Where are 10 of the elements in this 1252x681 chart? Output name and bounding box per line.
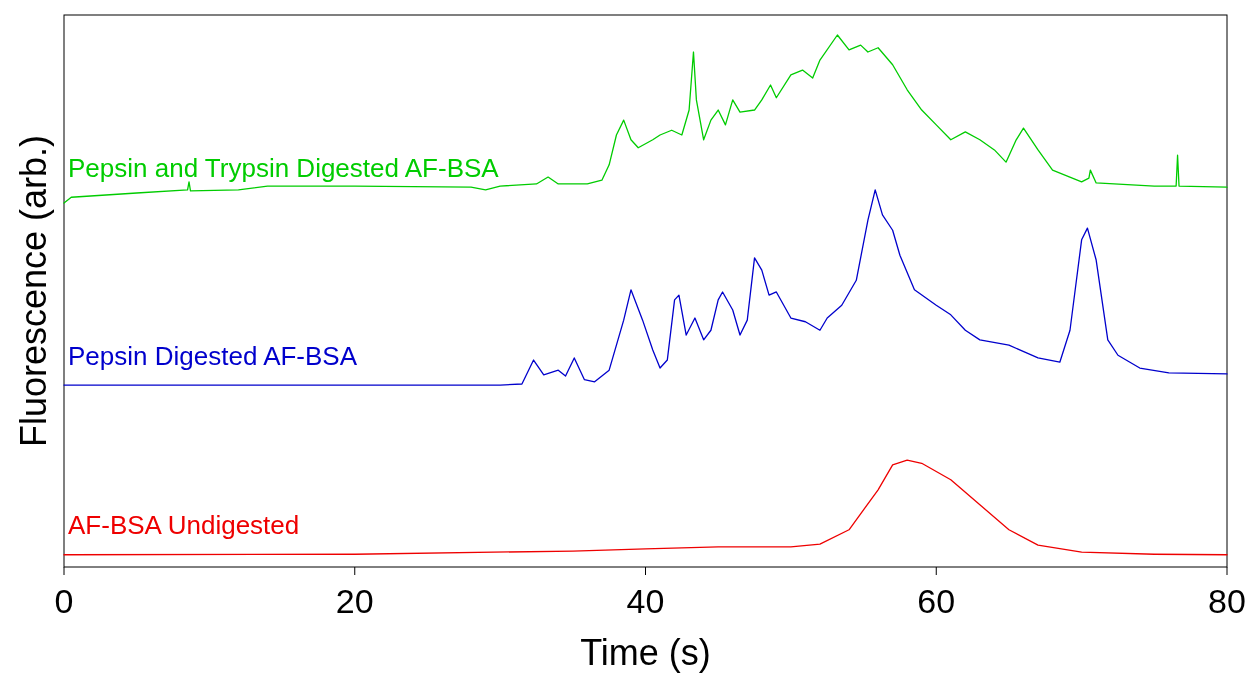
y-axis-title: Fluorescence (arb.) xyxy=(13,134,54,448)
x-axis-title: Time (s) xyxy=(580,632,711,673)
x-tick-label: 40 xyxy=(626,582,665,620)
series-label: Pepsin and Trypsin Digested AF-BSA xyxy=(68,153,500,184)
series-label: AF-BSA Undigested xyxy=(68,510,300,541)
x-tick-label: 20 xyxy=(335,582,374,620)
x-tick-label: 80 xyxy=(1208,582,1246,620)
x-tick-label: 60 xyxy=(917,582,956,620)
x-tick-label: 0 xyxy=(54,582,74,620)
series-label: Pepsin Digested AF-BSA xyxy=(68,341,358,372)
